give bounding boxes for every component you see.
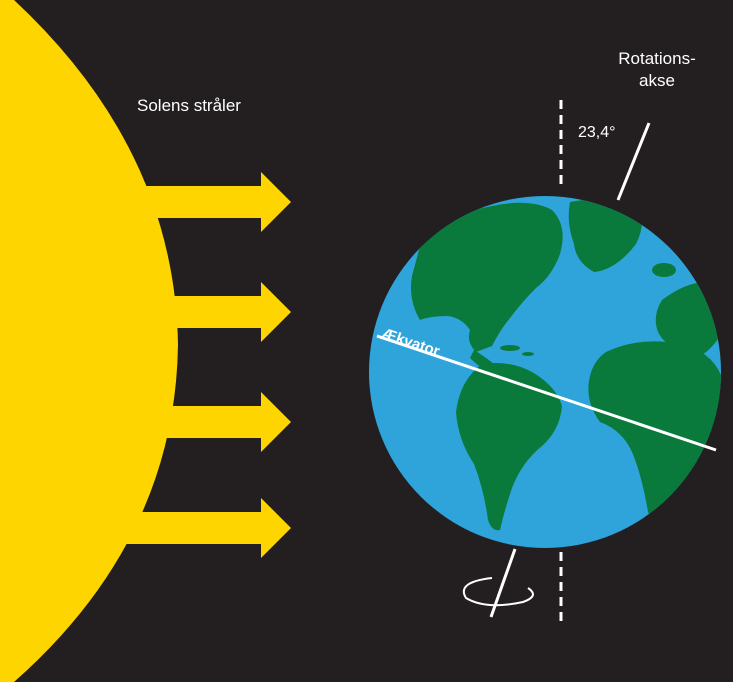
rotation-axis-top [616,122,651,201]
rotation-axis-label-line1: Rotations- [618,49,696,68]
rotation-direction-icon [462,577,534,607]
rotation-axis-bottom [489,548,517,618]
land-south-america [456,363,562,531]
land-greenland [568,199,642,272]
earth-globe [369,196,721,548]
ray-arrow [120,172,291,232]
tilt-angle-label: 23,4° [578,124,616,141]
sun [0,0,178,682]
sun-rays [120,172,291,558]
sun-rays-label: Solens stråler [137,96,241,115]
equator-line [376,334,717,452]
ray-arrow [120,498,291,558]
rotation-axis-label-line2: akse [639,71,675,90]
ray-arrow [120,392,291,452]
land-north-america [411,202,563,352]
rotation-axis-label: Rotations- akse [592,48,722,92]
ray-arrow [120,282,291,342]
